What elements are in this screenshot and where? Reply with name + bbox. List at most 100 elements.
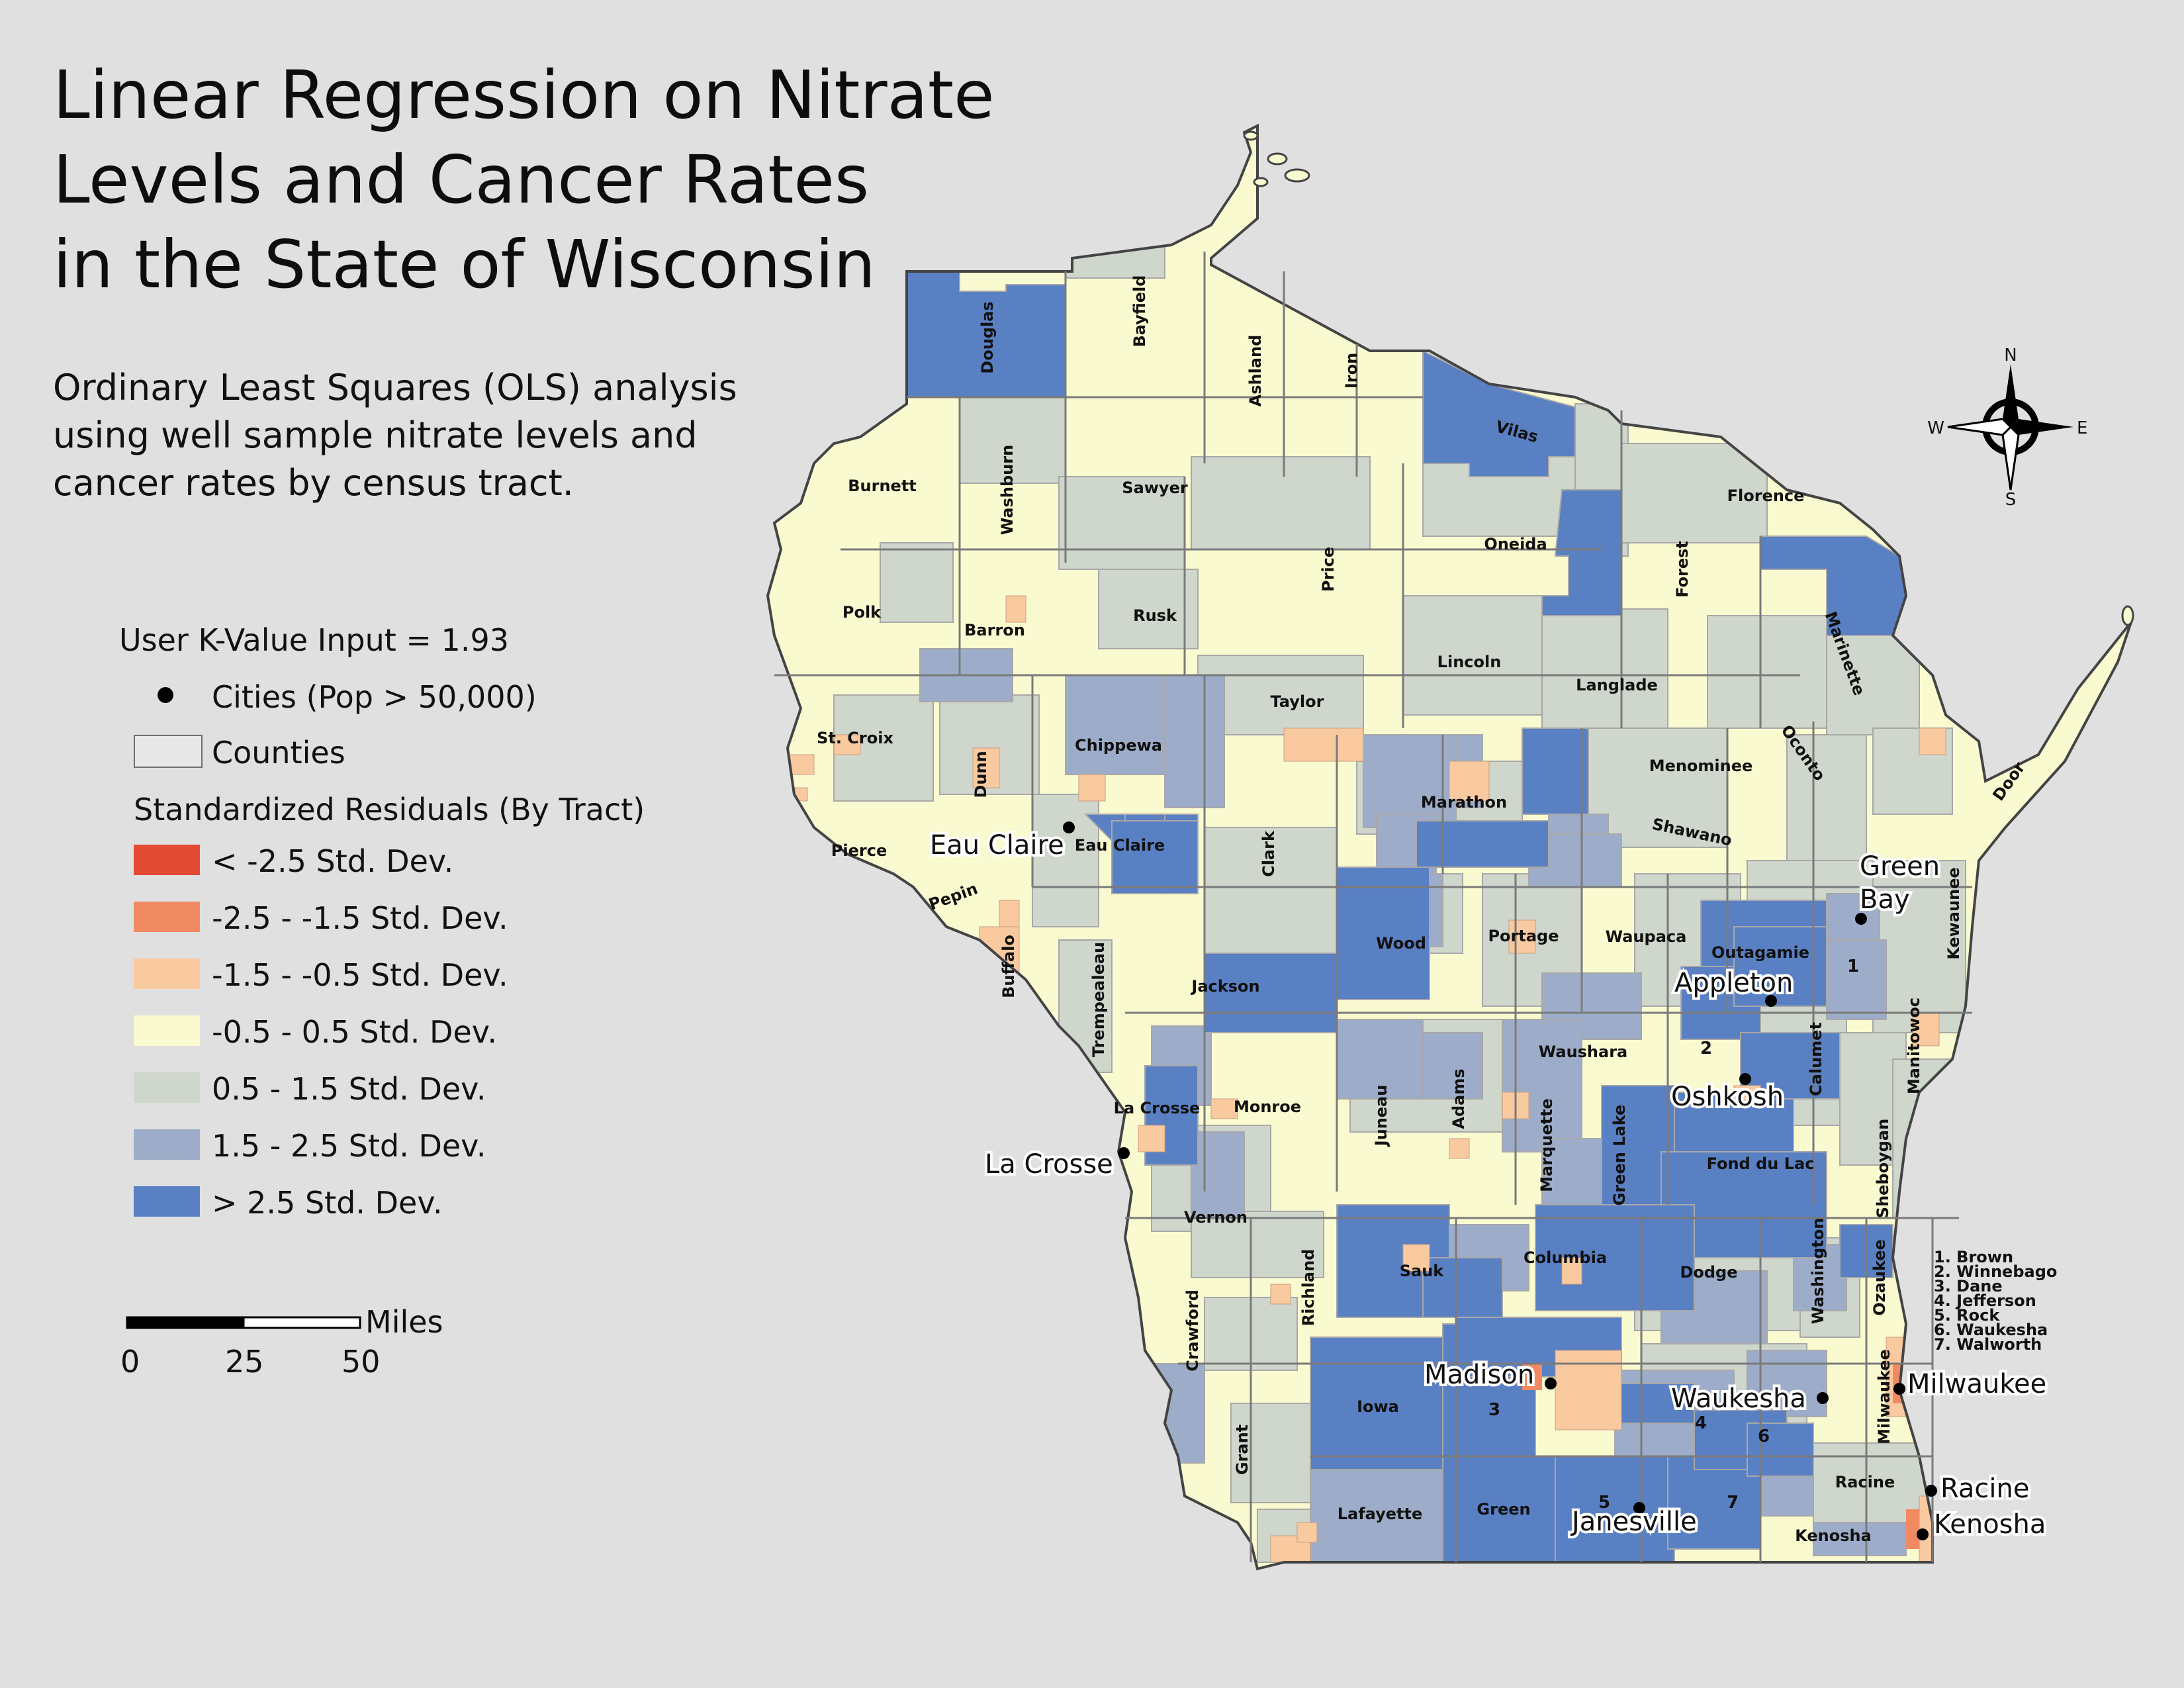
county-label: Richland — [1299, 1249, 1318, 1327]
subtitle-line: cancer rates by census tract. — [53, 462, 574, 504]
legend-swatch — [134, 845, 200, 875]
east-label: E — [2077, 418, 2087, 438]
west-label: W — [1927, 418, 1944, 438]
city-label-green-bay: Green Bay — [1857, 849, 1942, 917]
county-label: Iron — [1342, 353, 1361, 389]
city-point-icon — [1765, 995, 1777, 1007]
county-label: Washington — [1809, 1218, 1827, 1325]
city-label: Waukesha — [1671, 1383, 1806, 1414]
city-labels: Eau Claire La Crosse Appleton Oshkosh Ma… — [927, 827, 2049, 1542]
county-label: Price — [1319, 547, 1338, 592]
legend-swatch — [134, 1129, 200, 1160]
county-label: Washburn — [998, 445, 1017, 535]
county-label: Polk — [842, 603, 882, 622]
map-number: 2 — [1700, 1039, 1712, 1058]
map-number: 7 — [1727, 1493, 1739, 1513]
county-label: Green — [1477, 1500, 1530, 1519]
county-label: Barron — [964, 621, 1025, 639]
county-label: Lincoln — [1437, 653, 1502, 671]
city-point-icon — [1739, 1073, 1751, 1085]
county-label: Taylor — [1271, 692, 1324, 711]
county-label: Vernon — [1184, 1208, 1248, 1227]
county-label: Dunn — [972, 751, 990, 798]
legend-swatch — [134, 959, 200, 989]
scale-bar-graphic — [126, 1316, 361, 1329]
county-label: Kenosha — [1795, 1526, 1872, 1545]
north-arrow-icon: N S E W — [1927, 346, 2087, 510]
tract-layer — [768, 126, 2131, 1569]
county-label: Eau Claire — [1075, 836, 1165, 855]
city-point-icon — [1925, 1485, 1937, 1497]
county-label: Rusk — [1133, 606, 1177, 625]
county-swatch — [134, 735, 203, 768]
scale-tick: 25 — [225, 1344, 264, 1380]
legend-class-label: 1.5 - 2.5 Std. Dev. — [212, 1128, 486, 1164]
county-label: Juneau — [1372, 1085, 1390, 1148]
scale-unit: Miles — [365, 1304, 443, 1340]
legend-swatch — [134, 902, 200, 932]
legend-class-label: -0.5 - 0.5 Std. Dev. — [212, 1014, 498, 1050]
map-number: 4 — [1695, 1413, 1707, 1433]
county-label: Outagamie — [1711, 943, 1809, 962]
k-value-label: User K-Value Input = 1.93 — [119, 622, 509, 658]
city-label: Kenosha — [1934, 1509, 2046, 1540]
county-label: Grant — [1233, 1425, 1251, 1475]
numbered-county-key: 1. Brown 2. Winnebago 3. Dane 4. Jeffers… — [1934, 1248, 2057, 1354]
legend-class-label: > 2.5 Std. Dev. — [212, 1185, 443, 1221]
numbered-county: 7. Walworth — [1934, 1335, 2042, 1354]
city-point-icon — [1855, 913, 1867, 925]
county-label: Green Lake — [1610, 1105, 1629, 1206]
city-point-icon — [1893, 1383, 1905, 1395]
city-point-icon — [1917, 1528, 1929, 1540]
map-subtitle: Ordinary Least Squares (OLS) analysis us… — [53, 364, 847, 507]
map-title: Linear Regression on Nitrate Levels and … — [53, 53, 995, 307]
city-label: Racine — [1940, 1474, 2030, 1504]
city-point-icon — [1063, 821, 1075, 833]
county-label: Manitowoc — [1905, 998, 1923, 1094]
title-line: in the State of Wisconsin — [53, 226, 876, 303]
legend-swatch — [134, 1015, 200, 1046]
county-label: Douglas — [978, 301, 997, 373]
legend-class-label: < -2.5 Std. Dev. — [212, 843, 454, 879]
city-label: Appleton — [1674, 968, 1793, 998]
state-outline — [766, 123, 2132, 1571]
city-label-line: Bay — [1860, 884, 1910, 915]
cities-legend-label: Cities (Pop > 50,000) — [212, 679, 537, 715]
city-label: La Crosse — [985, 1149, 1113, 1180]
scale-bar: Miles 0 25 50 — [120, 1304, 496, 1399]
map-number: 1 — [1847, 957, 1859, 976]
city-point-icon — [1545, 1378, 1557, 1389]
county-label: Monroe — [1234, 1098, 1301, 1116]
county-label: Marathon — [1421, 793, 1507, 812]
county-label: Waushara — [1539, 1043, 1628, 1061]
county-label: Wood — [1376, 934, 1426, 953]
city-label: Oshkosh — [1671, 1082, 1784, 1112]
scale-tick: 50 — [341, 1344, 381, 1380]
subtitle-line: Ordinary Least Squares (OLS) analysis — [53, 367, 737, 408]
south-label: S — [2005, 490, 2017, 510]
county-label: St. Croix — [817, 729, 893, 747]
map-number: 3 — [1488, 1400, 1500, 1420]
city-label: Madison — [1424, 1360, 1534, 1390]
county-label: Portage — [1488, 927, 1559, 945]
county-label: Fond du Lac — [1707, 1154, 1815, 1173]
legend-class-label: -2.5 - -1.5 Std. Dev. — [212, 900, 508, 936]
city-label-line: Green — [1860, 851, 1940, 882]
county-label: Adams — [1449, 1068, 1468, 1129]
county-label: Racine — [1835, 1473, 1895, 1491]
county-label: Ozaukee — [1870, 1239, 1889, 1316]
county-label: Ashland — [1246, 335, 1265, 407]
map-numbers: 1 2 3 4 5 6 7 — [1488, 957, 1859, 1513]
county-label: Pierce — [831, 841, 887, 860]
county-label: Florence — [1727, 487, 1805, 505]
numbered-county: 6. Waukesha — [1934, 1321, 2048, 1339]
city-point-icon — [1817, 1392, 1829, 1404]
subtitle-line: using well sample nitrate levels and — [53, 414, 698, 456]
north-label: N — [2004, 346, 2017, 365]
county-label: Lafayette — [1338, 1505, 1423, 1523]
residuals-legend-title: Standardized Residuals (By Tract) — [134, 792, 645, 827]
county-label: Bayfield — [1130, 275, 1149, 348]
county-label: Forest — [1673, 541, 1692, 598]
county-label: Columbia — [1524, 1248, 1607, 1267]
